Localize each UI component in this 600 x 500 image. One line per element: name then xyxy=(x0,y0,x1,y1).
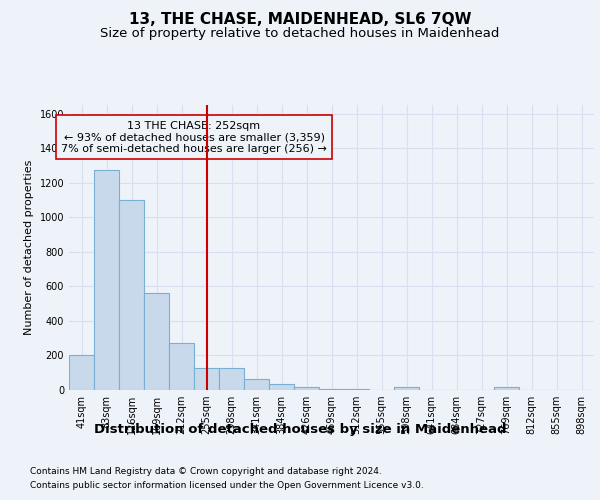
Text: Size of property relative to detached houses in Maidenhead: Size of property relative to detached ho… xyxy=(100,28,500,40)
Bar xyxy=(319,389,344,390)
Bar xyxy=(494,388,519,390)
Text: 13, THE CHASE, MAIDENHEAD, SL6 7QW: 13, THE CHASE, MAIDENHEAD, SL6 7QW xyxy=(129,12,471,28)
Bar xyxy=(144,294,169,390)
Text: Contains HM Land Registry data © Crown copyright and database right 2024.: Contains HM Land Registry data © Crown c… xyxy=(30,468,382,476)
Bar xyxy=(219,368,244,390)
Bar xyxy=(244,379,269,390)
Text: Contains public sector information licensed under the Open Government Licence v3: Contains public sector information licen… xyxy=(30,481,424,490)
Text: 13 THE CHASE: 252sqm
← 93% of detached houses are smaller (3,359)
7% of semi-det: 13 THE CHASE: 252sqm ← 93% of detached h… xyxy=(61,120,327,154)
Bar xyxy=(269,384,294,390)
Bar xyxy=(69,356,94,390)
Y-axis label: Number of detached properties: Number of detached properties xyxy=(24,160,34,335)
Bar xyxy=(344,389,369,390)
Bar xyxy=(169,342,194,390)
Bar xyxy=(294,388,319,390)
Bar xyxy=(94,170,119,390)
Bar xyxy=(119,200,144,390)
Bar xyxy=(194,368,219,390)
Text: Distribution of detached houses by size in Maidenhead: Distribution of detached houses by size … xyxy=(94,422,506,436)
Bar xyxy=(394,388,419,390)
